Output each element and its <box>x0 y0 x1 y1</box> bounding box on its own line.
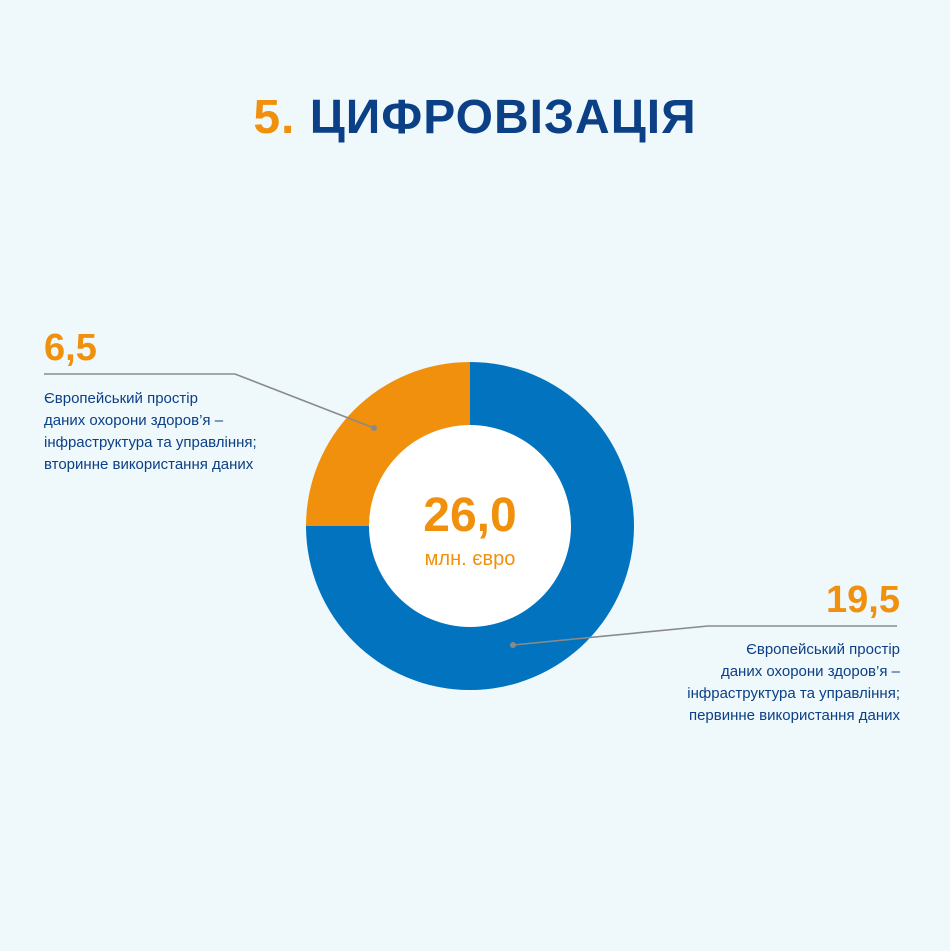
section-title: ЦИФРОВІЗАЦІЯ <box>309 91 697 144</box>
slice-label-secondary: 6,5 <box>44 327 97 369</box>
description-line: Європейський простір <box>746 641 900 658</box>
leader-line-primary <box>512 625 897 646</box>
leader-line-secondary <box>44 373 375 429</box>
total-value: 26,0 <box>423 489 517 542</box>
description-line: даних охорони здоров’я – <box>44 412 224 429</box>
leader-dot-primary <box>510 642 516 648</box>
description-line: інфраструктура та управління; <box>687 685 900 702</box>
section-number: 5. <box>253 91 296 144</box>
leader-dot-secondary <box>371 425 377 431</box>
description-line: Європейський простір <box>44 390 198 407</box>
page-title: 5. ЦИФРОВІЗАЦІЯ <box>0 88 950 148</box>
donut-hole <box>369 425 571 627</box>
slice-description-secondary: Європейський простір даних охорони здоро… <box>44 388 304 476</box>
description-line: даних охорони здоров’я – <box>720 663 900 680</box>
total-unit: млн. євро <box>424 548 516 570</box>
slice-label-primary: 19,5 <box>826 579 900 621</box>
description-line: інфраструктура та управління; <box>44 434 257 451</box>
slice-description-primary: Європейський простір даних охорони здоро… <box>640 639 900 727</box>
description-line: первинне використання даних <box>688 707 900 724</box>
description-line: вторинне використання даних <box>44 456 254 473</box>
